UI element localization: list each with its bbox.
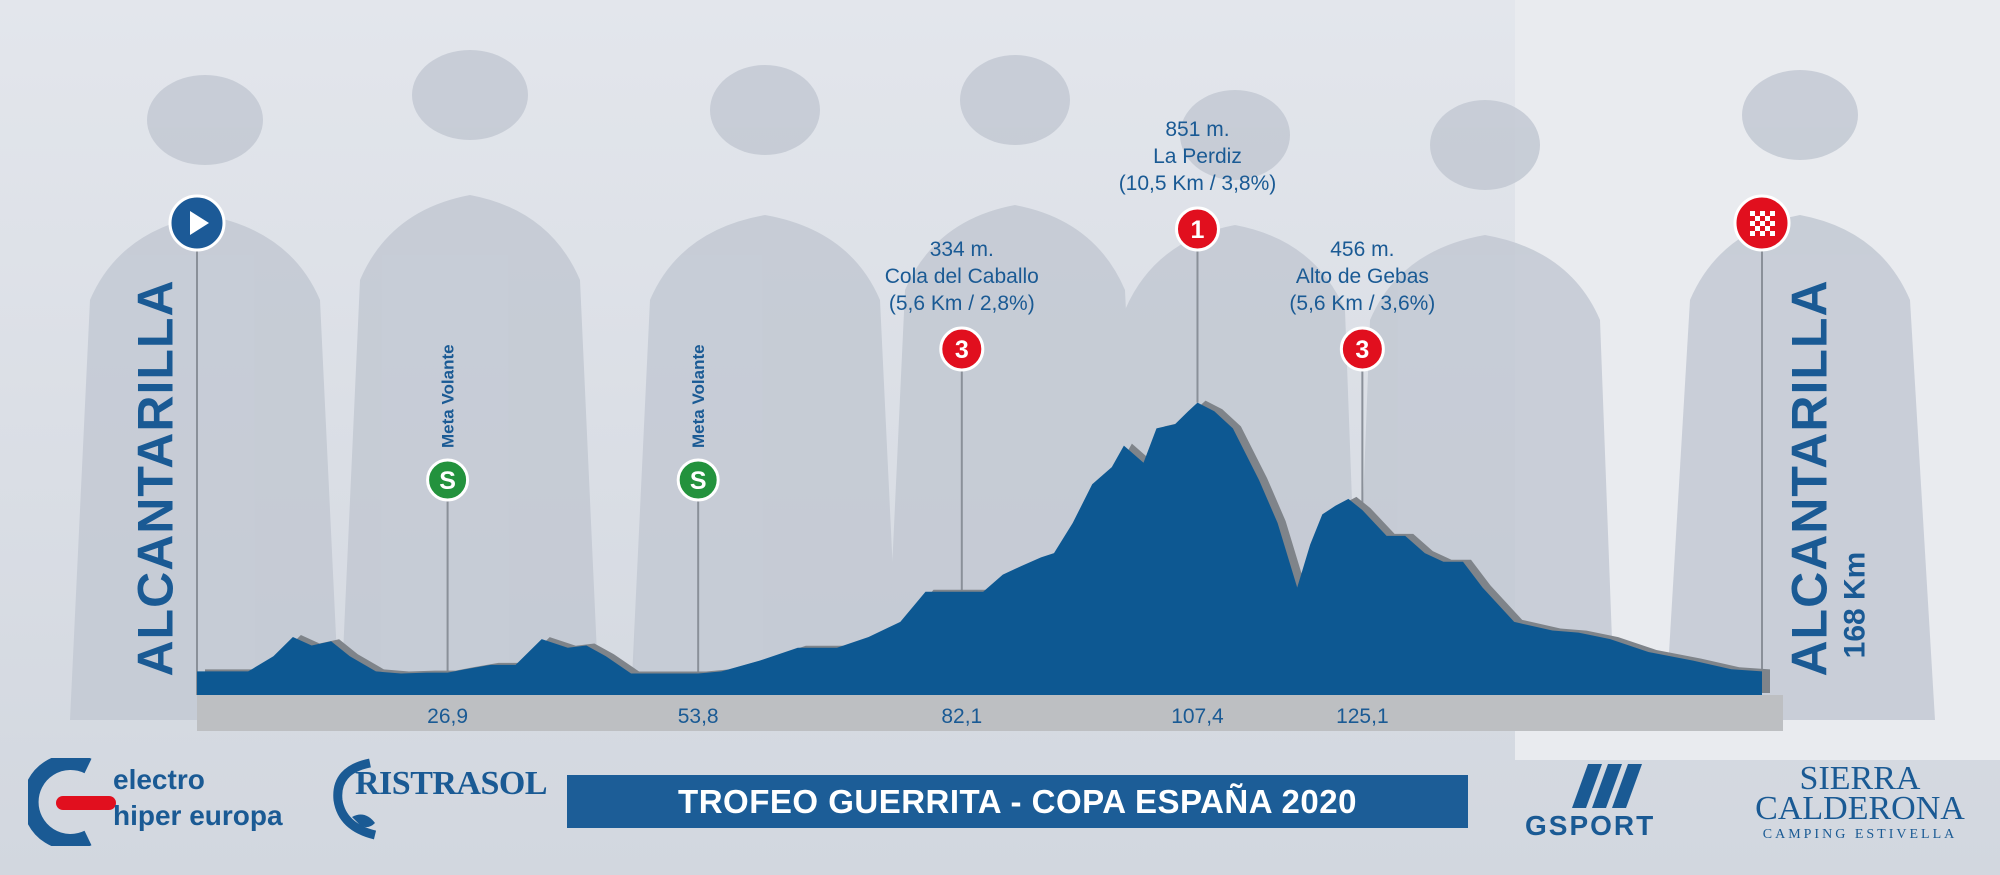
sprint-icon-label: S — [439, 467, 456, 495]
climb-name: La Perdiz — [1153, 145, 1242, 168]
climb-name: Cola del Caballo — [884, 265, 1039, 288]
sprint-marker — [426, 458, 470, 502]
climb-details: (5,6 Km / 3,6%) — [1289, 292, 1436, 315]
gsport-logo: GSPORT — [1525, 764, 1695, 841]
x-tick-label: 82,1 — [941, 705, 982, 728]
climb-altitude: 456 m. — [1330, 238, 1395, 261]
climb-category-marker — [1174, 206, 1220, 252]
sprint-icon-label: S — [690, 467, 707, 495]
climb-altitude: 334 m. — [929, 238, 994, 261]
climb-details: (10,5 Km / 3,8%) — [1118, 172, 1277, 195]
climb-category-label: 3 — [1355, 336, 1369, 364]
checkered-flag-icon — [1750, 211, 1775, 236]
profile-area — [197, 402, 1762, 695]
x-tick-label: 125,1 — [1336, 705, 1389, 728]
cristrasol-text: RISTRASOL — [355, 765, 548, 802]
sprint-marker — [676, 458, 720, 502]
x-tick-label: 107,4 — [1171, 705, 1224, 728]
sprint-label: Meta Volante — [689, 344, 708, 448]
cristrasol-logo: RISTRASOL — [330, 755, 548, 845]
electro-hiper-europa-mark-icon — [28, 758, 116, 846]
gsport-text: GSPORT — [1525, 810, 1656, 841]
climb-category-label: 3 — [955, 336, 969, 364]
camping-estivella-text: CAMPING ESTIVELLA — [1762, 827, 1958, 842]
climb-details: (5,6 Km / 2,8%) — [888, 292, 1035, 315]
profile-base-band — [197, 695, 1783, 731]
x-tick-label: 26,9 — [427, 705, 468, 728]
cristrasol-c-wave-icon — [333, 758, 377, 840]
climb-altitude: 851 m. — [1165, 118, 1230, 141]
climb-category-label: 1 — [1191, 216, 1205, 244]
climb-category-marker — [1339, 326, 1385, 372]
gsport-stripes-icon — [1572, 764, 1642, 808]
climb-annotation-alto-de-gebas: 456 m. Alto de Gebas (5,6 Km / 3,6%) — [1212, 236, 1512, 317]
climb-annotation-cola-del-caballo: 334 m. Cola del Caballo (5,6 Km / 2,8%) — [812, 236, 1112, 317]
electro-text: electro — [113, 764, 205, 795]
finish-city-label: ALCANTARILLA — [1781, 279, 1838, 677]
event-title-bar: TROFEO GUERRITA - COPA ESPAÑA 2020 — [567, 775, 1468, 828]
sierra-text: SIERRA — [1799, 760, 1921, 797]
sprint-label: Meta Volante — [439, 344, 458, 448]
climb-category-marker — [939, 326, 985, 372]
climb-annotation-la-perdiz: 851 m. La Perdiz (10,5 Km / 3,8%) — [1047, 116, 1347, 197]
climb-name: Alto de Gebas — [1295, 265, 1429, 288]
total-distance-label: 168 Km — [1837, 551, 1871, 659]
hiper-europa-text: hiper europa — [113, 800, 283, 831]
sierra-calderona-logo: SIERRA CALDERONA CAMPING ESTIVELLA — [1740, 760, 1980, 844]
calderona-text: CALDERONA — [1755, 790, 1965, 827]
play-icon — [190, 211, 209, 235]
x-tick-label: 53,8 — [678, 705, 719, 728]
start-city-label: ALCANTARILLA — [127, 279, 184, 677]
event-title: TROFEO GUERRITA - COPA ESPAÑA 2020 — [678, 782, 1357, 820]
electro-hiper-europa-logo: electro hiper europa — [28, 758, 318, 846]
